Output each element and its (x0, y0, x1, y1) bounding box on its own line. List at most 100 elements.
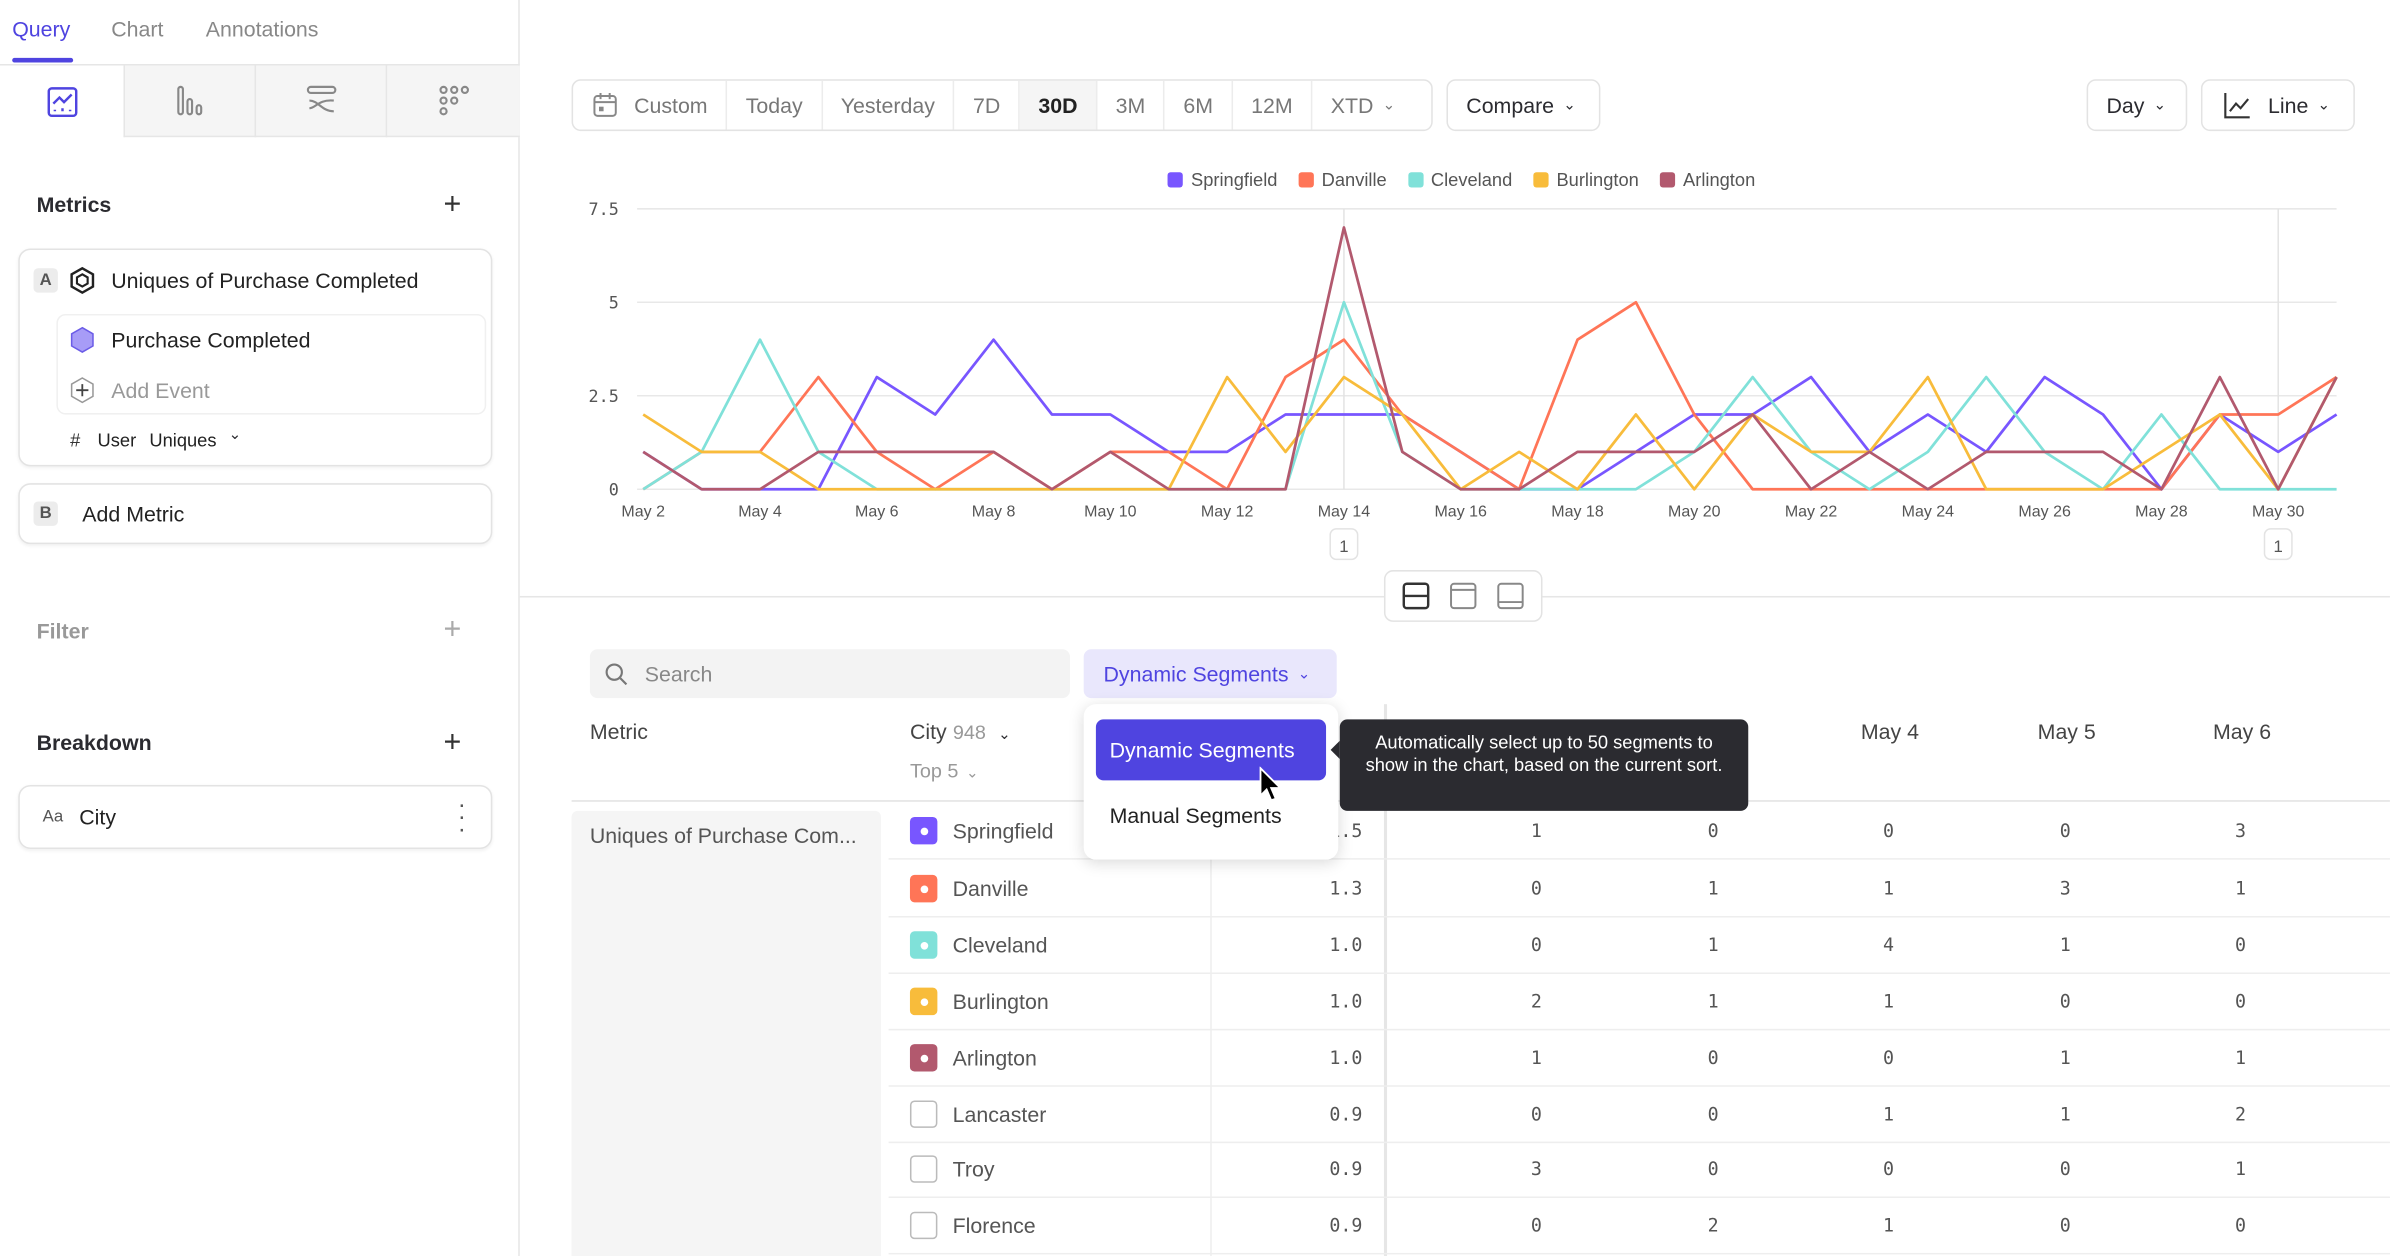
legend-item[interactable]: Arlington (1660, 169, 1756, 191)
legend-item[interactable]: Burlington (1533, 169, 1639, 191)
date-3m[interactable]: 3M (1097, 80, 1166, 130)
segment-checkbox[interactable] (909, 1044, 938, 1072)
add-metric-button[interactable]: Add Metric (82, 501, 185, 526)
add-metric-plus-icon[interactable]: + (443, 187, 462, 222)
event-name[interactable]: Purchase Completed (111, 327, 311, 353)
legend-item[interactable]: Danville (1298, 169, 1387, 191)
chevron-down-icon: ⌄ (998, 727, 1011, 744)
split-view-icon[interactable] (1400, 581, 1430, 611)
more-options-icon[interactable]: · · · (457, 792, 466, 843)
segment-checkbox[interactable] (909, 874, 938, 903)
compare-button[interactable]: Compare ⌄ (1446, 79, 1601, 132)
legend-item[interactable]: Springfield (1168, 169, 1277, 191)
chart-type-label: Line (2268, 92, 2309, 118)
value-cell: 0 (1707, 1158, 1719, 1180)
menu-item-manual-segments[interactable]: Manual Segments (1109, 803, 1282, 828)
insights-tab[interactable] (0, 65, 124, 138)
chart-only-icon[interactable] (1448, 581, 1478, 611)
x-tick-label: May 10 (1084, 504, 1137, 521)
measure-entity[interactable]: User (97, 429, 137, 452)
legend-item[interactable]: Cleveland (1408, 169, 1512, 191)
measure-type-dropdown[interactable]: Uniques (149, 429, 217, 452)
date-yesterday[interactable]: Yesterday (822, 80, 955, 130)
tooltip: Automatically select up to 50 segments t… (1339, 719, 1749, 811)
add-event-button[interactable]: Add Event (111, 378, 210, 403)
segment-checkbox[interactable] (909, 1100, 938, 1128)
date-column-header[interactable]: May 4 (1860, 719, 1919, 744)
retention-tab[interactable] (385, 65, 520, 138)
value-cell: 2 (2235, 1103, 2247, 1125)
add-event-icon[interactable] (69, 376, 96, 404)
city-count: 948 (952, 720, 986, 744)
breakdown-city-card[interactable]: Aa City · · · (18, 784, 493, 849)
bar-icon (176, 85, 202, 116)
table-row: Burlington 1.0 2 1 1 0 0 (888, 974, 2390, 1031)
x-tick-label: May 12 (1201, 504, 1254, 521)
granularity-label: Day (2106, 92, 2145, 118)
segment-checkbox[interactable] (909, 1211, 938, 1240)
date-column-header[interactable]: May 5 (2037, 719, 2096, 744)
date-xtd[interactable]: XTD ⌄ (1312, 81, 1413, 130)
date-column-header[interactable]: May 6 (2212, 719, 2272, 744)
segments-dropdown-button[interactable]: Dynamic Segments ⌄ (1083, 649, 1337, 699)
funnels-tab[interactable] (123, 65, 255, 138)
date-7d[interactable]: 7D (955, 80, 1021, 130)
segment-name: Springfield (952, 818, 1054, 843)
event-hexagon-icon (70, 326, 94, 353)
search-input[interactable]: Search (589, 649, 1070, 699)
value-cell: 1 (2059, 1047, 2071, 1069)
legend-swatch (1408, 172, 1424, 188)
legend-label: Arlington (1683, 169, 1756, 191)
tab-annotations[interactable]: Annotations (205, 16, 319, 42)
filter-title: Filter (36, 618, 89, 644)
series-line-burlington[interactable] (642, 375, 2338, 491)
granularity-dropdown[interactable]: Day ⌄ (2086, 79, 2188, 132)
date-column-header[interactable]: Ma (2332, 719, 2390, 743)
annotation-marker[interactable] (1329, 528, 1359, 561)
metric-title[interactable]: Uniques of Purchase Completed (111, 268, 419, 293)
tab-query[interactable]: Query (12, 16, 71, 42)
table-row: Danville 1.3 0 1 1 3 1 (888, 861, 2390, 918)
top-n-dropdown[interactable]: Top 5 ⌄ (910, 759, 979, 782)
add-filter-plus-icon[interactable]: + (443, 612, 462, 647)
date-today[interactable]: Today (727, 80, 823, 130)
add-metric-card[interactable]: B Add Metric (18, 483, 493, 545)
x-tick-label: May 8 (972, 504, 1016, 521)
segment-name: Cleveland (952, 932, 1048, 958)
segment-name: Danville (952, 876, 1029, 901)
metric-a-card[interactable]: A Uniques of Purchase Completed Purchase… (18, 248, 493, 467)
series-line-arlington[interactable] (642, 226, 2338, 491)
segments-label: Dynamic Segments (1103, 661, 1289, 686)
metric-cell: Uniques of Purchase Com... (571, 810, 881, 1256)
line-chart-icon (2224, 92, 2250, 119)
date-12m[interactable]: 12M (1233, 80, 1313, 130)
date-range-selector: Custom Today Yesterday 7D 30D 3M 6M 12M … (571, 79, 1433, 132)
chevron-down-icon: ⌄ (966, 765, 979, 782)
segment-checkbox[interactable] (909, 816, 938, 845)
chevron-down-icon: ⌄ (1382, 96, 1396, 114)
line-chart: 0 2.5 5 7.5 1 1 May 2 May 4 May 6 May 8 May 10 May … (589, 199, 2338, 561)
chart-type-dropdown[interactable]: Line ⌄ (2200, 79, 2355, 132)
segment-checkbox[interactable] (909, 1155, 938, 1183)
date-30d[interactable]: 30D (1020, 80, 1098, 130)
table-only-icon[interactable] (1496, 581, 1526, 611)
annotation-marker[interactable] (2263, 528, 2293, 561)
table-row: Lancaster 0.9 0 0 1 1 2 (888, 1087, 2390, 1144)
date-6m[interactable]: 6M (1165, 80, 1233, 130)
series-line-springfield[interactable] (642, 338, 2338, 491)
flows-tab[interactable] (254, 65, 386, 138)
tab-chart[interactable]: Chart (111, 16, 164, 42)
value-cell: 0 (1530, 934, 1542, 956)
menu-item-dynamic-segments[interactable]: Dynamic Segments (1095, 719, 1327, 781)
x-tick-label: May 18 (1551, 504, 1604, 521)
add-breakdown-plus-icon[interactable]: + (443, 725, 462, 760)
legend-swatch (1298, 172, 1315, 188)
date-custom-label: Custom (634, 92, 708, 118)
active-tab-indicator (12, 57, 74, 63)
segment-checkbox[interactable] (909, 931, 938, 959)
table-row: Springfield 1.5 1 0 0 0 3 (888, 803, 2390, 860)
segment-checkbox[interactable] (909, 987, 938, 1016)
date-custom[interactable]: Custom (573, 80, 728, 130)
value-cell: 0 (2059, 1214, 2071, 1237)
city-column-header[interactable]: City 948 ⌄ (910, 719, 1011, 743)
